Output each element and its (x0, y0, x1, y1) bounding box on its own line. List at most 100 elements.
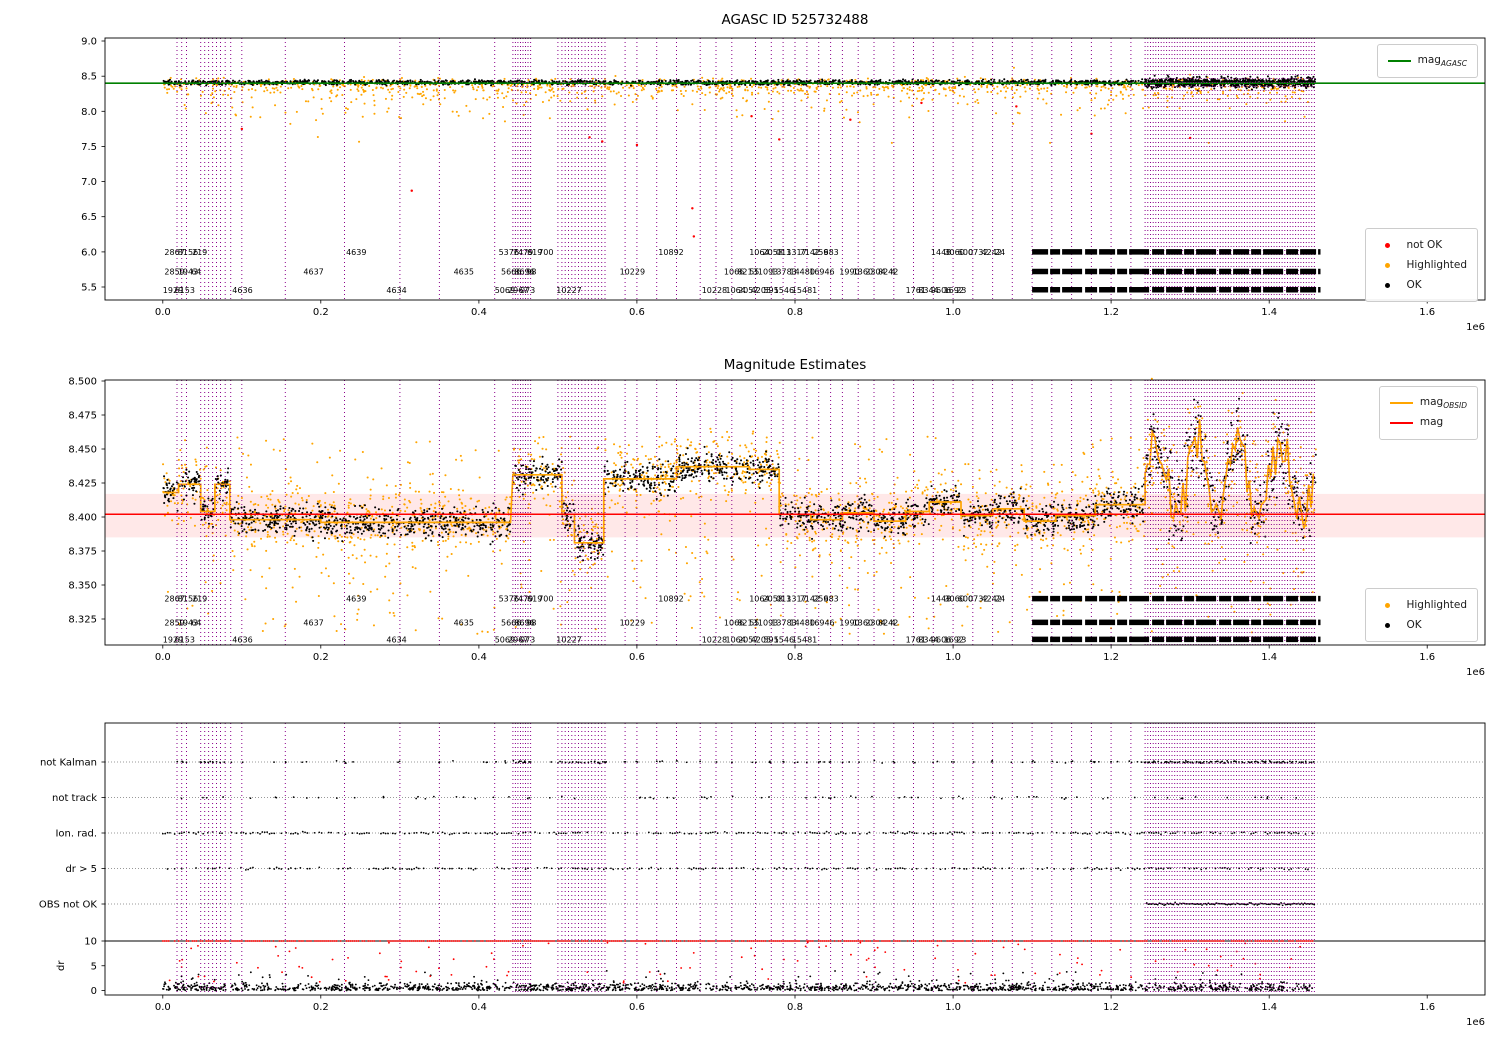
ytick-label: 9.0 (81, 37, 97, 48)
obsid-label: 259 (813, 595, 828, 604)
obsid-label: 3060 (944, 248, 964, 257)
obsid-label: 98 (526, 618, 536, 627)
legend-label-ok: OK (1406, 279, 1422, 291)
obsid-label: 5376 (499, 595, 519, 604)
obsid-label: 8242 (878, 268, 898, 277)
obsid-label: 1448 (931, 595, 951, 604)
flag-label: dr > 5 (65, 864, 97, 875)
obsid-label: 5376 (499, 248, 519, 257)
ytick-label: 8.450 (68, 445, 97, 456)
ytick-label: 8.0 (81, 107, 97, 118)
obsid-label: 4 (891, 268, 896, 277)
orange-dot-marker (1385, 262, 1391, 268)
legend-row-mag-obsid: magOBSID (1389, 393, 1467, 413)
red-line-swatch (1389, 422, 1413, 424)
obsid-label: 1317 (786, 595, 806, 604)
obsid-label: 2859 (164, 618, 184, 627)
obsid-label: 24 (995, 248, 1005, 257)
obsid-label: 2859 (164, 268, 184, 277)
obsid-label: 619 (527, 248, 542, 257)
obsid-label: 1064 (726, 286, 746, 295)
obsid-label: 8344 (918, 635, 938, 644)
obsid-label: 1943 (178, 268, 198, 277)
obsid-label: 16946 (809, 618, 834, 627)
xtick-label: 1.4 (1261, 307, 1277, 318)
ytick-label: 8.350 (68, 581, 97, 592)
obsid-label: 1066 (724, 268, 744, 277)
obsid-label: 4634 (386, 635, 406, 644)
dr-red-scatter (161, 940, 1314, 984)
obsid-label: 6153 (175, 635, 195, 644)
obsid-label: 1692 (944, 635, 964, 644)
legend-label-mag-agasc: magAGASC (1418, 54, 1467, 68)
dr-scatter (162, 970, 1314, 992)
obsid-label: 1064 (749, 248, 769, 257)
obsid-label: 13783 (771, 618, 796, 627)
legend-label-ok: OK (1406, 619, 1422, 631)
legend-label-highlighted: Highlighted (1406, 259, 1467, 271)
obsid-label: 4242 (982, 248, 1002, 257)
obsid-label: 55 (749, 268, 759, 277)
obsid-label: 1990 (839, 618, 859, 627)
obsid-label: 2057 (738, 286, 758, 295)
obsid-label: 1692 (944, 286, 964, 295)
obsid-label: 8344 (918, 286, 938, 295)
obsid-label: 1317 (786, 248, 806, 257)
obsid-label: 13783 (771, 268, 796, 277)
ytick-label: 8.475 (68, 411, 97, 422)
obsid-label: 1066 (724, 618, 744, 627)
obsid-label: 24 (995, 595, 1005, 604)
obsid-label: 4242 (982, 595, 1002, 604)
flag-label: not Kalman (40, 758, 97, 769)
obsid-label: 7142 (800, 248, 820, 257)
obsid-label: 64 (191, 268, 201, 277)
obsid-label: 4636 (232, 286, 252, 295)
obsid-label: 8242 (878, 618, 898, 627)
obsid-label: 4635 (454, 618, 474, 627)
xtick-label: 0.4 (471, 1002, 487, 1013)
obsid-label: 1761 (906, 635, 926, 644)
obsid-label: 2304 (865, 268, 885, 277)
obsid-label: 15481 (792, 635, 817, 644)
xtick-label: 0.2 (313, 652, 329, 663)
legend-mid-markers: Highlighted OK (1365, 588, 1478, 642)
obsid-label: 073 (520, 635, 535, 644)
ytick-label: 7.0 (81, 177, 97, 188)
obsid-label: 4634 (386, 286, 406, 295)
obsid-label: 1943 (178, 618, 198, 627)
obsid-label: 013 (776, 248, 791, 257)
legend-label-sub: AGASC (1440, 59, 1467, 69)
obsid-label: 2304 (865, 618, 885, 627)
obsid-label: 10892 (658, 248, 683, 257)
xtick-label: 0.8 (787, 652, 803, 663)
legend-label-sub: OBSID (1443, 401, 1467, 411)
obsid-label: 2058 (763, 595, 783, 604)
obsid-label: 2057 (738, 635, 758, 644)
obsid-label: 8696 (514, 268, 534, 277)
xtick-label: 1.4 (1261, 1002, 1277, 1013)
obsid-label: 10229 (620, 618, 645, 627)
xtick-label: 0.6 (629, 307, 645, 318)
obsid-label: 1064 (726, 635, 746, 644)
ytick-label: 8.325 (68, 615, 97, 626)
legend-top-markers: not OK Highlighted OK (1365, 228, 1478, 302)
top-plot-title: AGASC ID 525732488 (721, 12, 869, 28)
legend-row-not-ok: not OK (1376, 235, 1467, 255)
legend-row-mag-agasc: magAGASC (1387, 51, 1467, 71)
green-line-swatch (1387, 60, 1411, 62)
obsid-label: 4639 (346, 595, 366, 604)
xtick-label: 0.0 (155, 652, 171, 663)
obsid-label: 55 (749, 618, 759, 627)
obsid-label: 15481 (792, 286, 817, 295)
obsid-label: 10227 (556, 286, 581, 295)
legend-label-highlighted: Highlighted (1406, 599, 1467, 611)
obsid-label: 2058 (763, 248, 783, 257)
obsid-label: 4636 (232, 635, 252, 644)
ytick-label: 8.375 (68, 547, 97, 558)
axes-spine (104, 37, 1486, 301)
xtick-label: 1.6 (1419, 1002, 1435, 1013)
dr-tick-label: 10 (84, 937, 97, 948)
ytick-label: 6.5 (81, 212, 97, 223)
xtick-label: 0.0 (155, 1002, 171, 1013)
xtick-label: 0.8 (787, 1002, 803, 1013)
